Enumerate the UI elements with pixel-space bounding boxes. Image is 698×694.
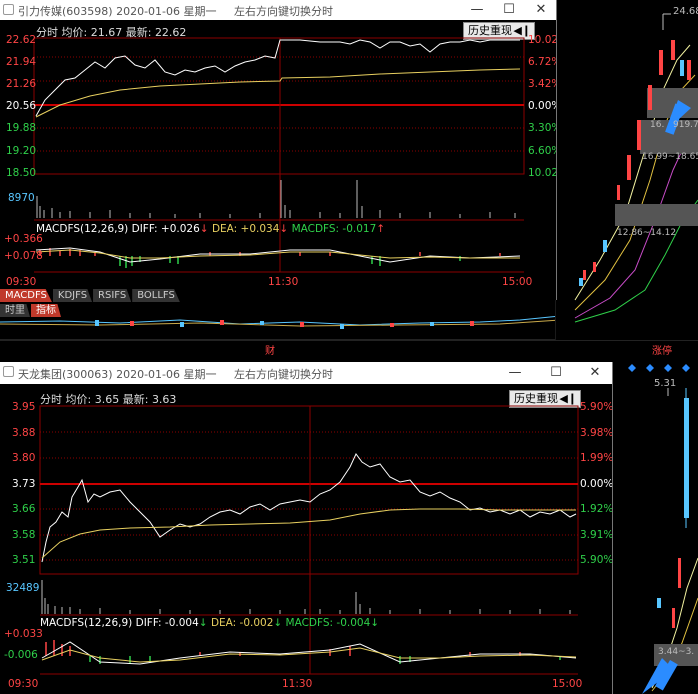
percent-tick: 1.99%: [580, 452, 613, 464]
percent-tick: 3.30%: [528, 122, 556, 134]
close-button[interactable]: ✕: [589, 365, 601, 380]
time-tick: 11:30: [282, 678, 313, 690]
macd-legend: MACDFS(12,26,9) DIFF: -0.004↓ DEA: -0.00…: [40, 617, 380, 629]
price-tick: 21.26: [6, 78, 37, 90]
maximize-button[interactable]: ☐: [503, 2, 515, 17]
app-icon: [3, 366, 14, 377]
percent-tick: 3.98%: [580, 427, 613, 439]
tab-macdfs[interactable]: MACDFS: [0, 289, 52, 302]
time-tick: 09:30: [6, 276, 37, 288]
price-tick: 3.95: [12, 401, 36, 413]
limit-up-label: 涨停: [652, 346, 672, 357]
quote-info: 分时 均价: 3.65 最新: 3.63: [40, 393, 177, 406]
time-tick: 15:00: [552, 678, 583, 690]
price-tick: 19.88: [6, 122, 37, 134]
maximize-button[interactable]: ☐: [550, 365, 562, 380]
quote-info: 分时 均价: 21.67 最新: 22.62: [36, 26, 187, 39]
time-tick: 09:30: [8, 678, 39, 690]
right-candle-panel-top: 24.68 16. 919.7 16.99~18.65 12.86~14.12: [555, 0, 698, 340]
high-price-label: 24.68: [673, 6, 698, 17]
back-arrow-icon: ◀❙: [559, 392, 577, 405]
intraday-chart-1: [33, 37, 525, 273]
price-tick: 3.88: [12, 427, 36, 439]
intraday-window-1: 引力传媒(603598) 2020-01-06 星期一 左右方向键切换分时 — …: [0, 0, 557, 300]
price-tick: 20.56: [6, 100, 37, 112]
history-replay-button[interactable]: 历史重现 ◀❙: [463, 22, 535, 40]
close-button[interactable]: ✕: [535, 2, 547, 17]
price-tick: 21.94: [6, 56, 37, 68]
price-tick: 3.66: [12, 503, 36, 515]
percent-tick: 3.91%: [580, 529, 613, 541]
zone-label: 16.: [650, 120, 665, 130]
history-replay-button[interactable]: 历史重现 ◀❙: [509, 390, 581, 408]
bottom-tabs: 时里 指标: [0, 304, 62, 317]
app-icon: [3, 4, 14, 15]
tab-kdjfs[interactable]: KDJFS: [52, 289, 93, 302]
zone-label: 12.86~14.12: [617, 228, 677, 238]
high-price-label: 5.31: [654, 378, 677, 389]
macd-tick: -0.006: [4, 649, 38, 661]
macd-tick: +0.078: [4, 250, 43, 262]
background-label: 财: [265, 346, 275, 357]
macd-tick: +0.033: [4, 628, 43, 640]
window-titlebar: 天龙集团(300063) 2020-01-06 星期一 左右方向键切换分时 — …: [0, 362, 612, 384]
volume-label: 8970: [8, 192, 35, 204]
indicator-tabs: MACDFS KDJFS RSIFS BOLLFS: [0, 289, 181, 302]
price-tick: 22.62: [6, 34, 37, 46]
back-arrow-icon: ◀❙: [513, 24, 531, 37]
zone-label: 16.99~18.65: [642, 152, 698, 162]
minimize-button[interactable]: —: [508, 365, 522, 380]
zone-label: 3.44~3.: [658, 647, 695, 657]
percent-tick: 6.72%: [528, 56, 556, 68]
intraday-window-2: 天龙集团(300063) 2020-01-06 星期一 左右方向键切换分时 — …: [0, 362, 613, 694]
percent-tick: 1.92%: [580, 503, 613, 515]
price-tick: 3.73: [12, 478, 36, 490]
volume-label: 32489: [6, 582, 40, 594]
tab-indicator[interactable]: 指标: [31, 304, 61, 317]
window-titlebar: 引力传媒(603598) 2020-01-06 星期一 左右方向键切换分时 — …: [0, 0, 556, 20]
zone-label: 919.7: [673, 120, 698, 130]
price-tick: 19.20: [6, 145, 37, 157]
percent-tick: 0.00%: [580, 478, 613, 490]
window-title: 天龙集团(300063) 2020-01-06 星期一 左右方向键切换分时: [18, 368, 333, 381]
percent-tick: 5.90%: [580, 554, 613, 566]
percent-tick: 6.60%: [528, 145, 556, 157]
percent-tick: 5.90%: [580, 401, 613, 413]
intraday-chart-2: [39, 405, 579, 675]
time-tick: 15:00: [502, 276, 533, 288]
percent-tick: 0.00%: [528, 100, 556, 112]
tab-bollfs[interactable]: BOLLFS: [132, 289, 180, 302]
tab-timeline[interactable]: 时里: [0, 304, 30, 317]
minimize-button[interactable]: —: [470, 2, 484, 17]
macd-legend: MACDFS(12,26,9) DIFF: +0.026↓ DEA: +0.03…: [36, 223, 386, 235]
price-tick: 3.51: [12, 554, 36, 566]
window-title: 引力传媒(603598) 2020-01-06 星期一 左右方向键切换分时: [18, 5, 333, 18]
price-tick: 3.58: [12, 529, 36, 541]
price-tick: 18.50: [6, 167, 37, 179]
percent-tick: 10.02%: [528, 34, 556, 46]
time-tick: 11:30: [268, 276, 299, 288]
price-tick: 3.80: [12, 452, 36, 464]
tab-rsifs[interactable]: RSIFS: [93, 289, 132, 302]
percent-tick: 10.02%: [528, 167, 556, 179]
percent-tick: 3.42%: [528, 78, 556, 90]
right-candle-panel-bottom: 5.31 3.44~3.: [612, 358, 698, 694]
macd-tick: +0.366: [4, 233, 43, 245]
